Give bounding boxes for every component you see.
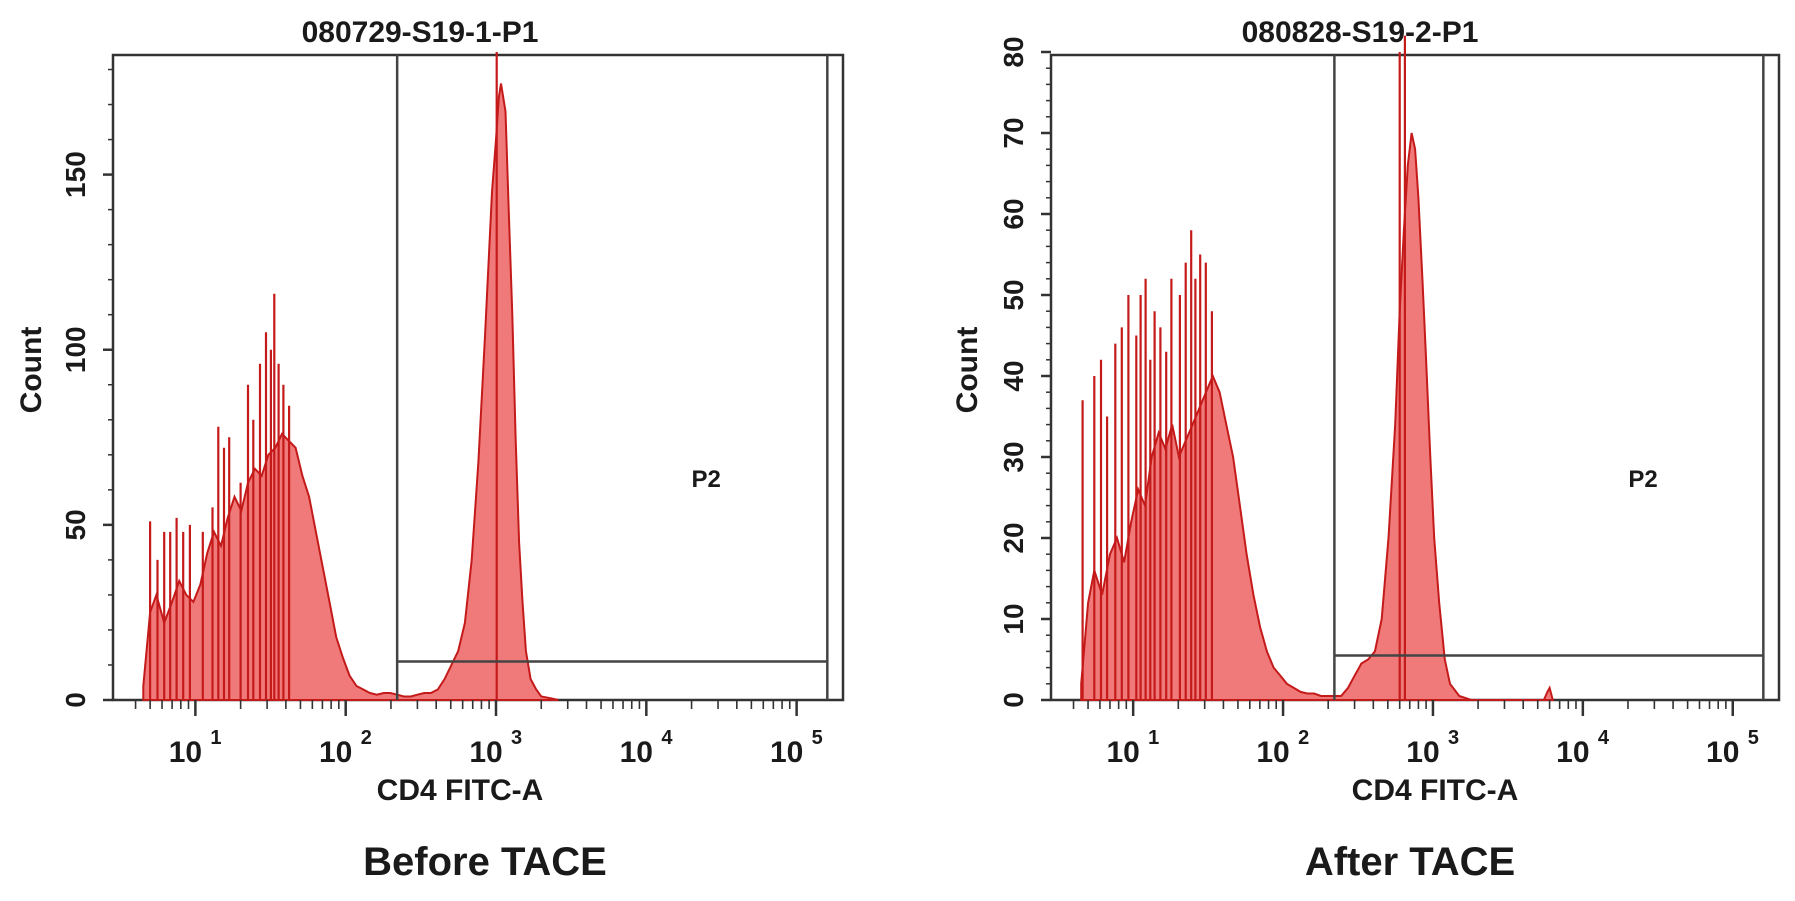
y-axis-label: Count <box>15 327 48 414</box>
y-tick-label: 0 <box>60 692 91 708</box>
x-tick-exponent: 4 <box>1598 727 1610 749</box>
y-tick-label: 70 <box>998 117 1029 148</box>
x-tick-exponent: 2 <box>361 727 372 749</box>
x-tick-exponent: 4 <box>661 727 673 749</box>
y-axis-ticks: 0 50 100 150 <box>60 68 113 708</box>
y-tick-label: 50 <box>998 279 1029 310</box>
x-tick-exponent: 3 <box>511 727 522 749</box>
x-tick-exponent: 5 <box>1748 727 1759 749</box>
gate-p2: P2 <box>395 55 829 700</box>
x-axis-label: CD4 FITC-A <box>377 774 544 807</box>
y-tick-label: 40 <box>998 360 1029 391</box>
y-tick-label: 80 <box>998 36 1029 67</box>
x-tick-label: 10 <box>1106 736 1139 769</box>
histogram-series <box>142 52 559 701</box>
x-tick-exponent: 5 <box>812 727 823 749</box>
x-tick-label: 10 <box>1706 736 1739 769</box>
gate-label: P2 <box>1628 466 1657 493</box>
panel-caption: After TACE <box>1305 840 1515 884</box>
x-tick-label: 10 <box>169 736 202 769</box>
x-tick-exponent: 2 <box>1298 727 1309 749</box>
x-tick-label: 10 <box>1406 736 1439 769</box>
x-tick-label: 10 <box>770 736 803 769</box>
chart-title: 080828-S19-2-P1 <box>1242 16 1479 49</box>
gate-p2: P2 <box>1333 55 1765 700</box>
y-tick-label: 100 <box>60 326 91 373</box>
y-tick-label: 50 <box>60 509 91 540</box>
x-tick-exponent: 3 <box>1448 727 1459 749</box>
x-axis-label: CD4 FITC-A <box>1352 774 1519 807</box>
chart-title: 080729-S19-1-P1 <box>302 16 539 49</box>
x-tick-label: 10 <box>319 736 352 769</box>
histogram-panel-before: 080729-S19-1-P1 Count CD4 FITC-A Before … <box>15 16 845 884</box>
x-tick-exponent: 1 <box>1148 727 1159 749</box>
histogram-panel-after: 080828-S19-2-P1 Count CD4 FITC-A After T… <box>951 16 1781 884</box>
x-axis-ticks: 10 1 10 2 10 3 10 4 10 5 <box>134 700 823 769</box>
x-tick-label: 10 <box>1556 736 1589 769</box>
panel-caption: Before TACE <box>363 840 607 884</box>
y-tick-label: 30 <box>998 441 1029 472</box>
histogram-series <box>1080 35 1555 701</box>
y-axis-label: Count <box>951 327 984 414</box>
y-tick-label: 150 <box>60 151 91 198</box>
x-tick-exponent: 1 <box>210 727 221 749</box>
y-tick-label: 0 <box>998 692 1029 708</box>
x-tick-label: 10 <box>469 736 502 769</box>
gate-label: P2 <box>691 466 720 493</box>
x-tick-label: 10 <box>1256 736 1289 769</box>
x-tick-label: 10 <box>620 736 653 769</box>
y-tick-label: 10 <box>998 603 1029 634</box>
y-axis-ticks: 0 10 20 30 40 50 60 70 80 <box>998 36 1051 708</box>
y-tick-label: 20 <box>998 522 1029 553</box>
x-axis-ticks: 10 1 10 2 10 3 10 4 10 5 <box>1072 700 1759 769</box>
y-tick-label: 60 <box>998 198 1029 229</box>
